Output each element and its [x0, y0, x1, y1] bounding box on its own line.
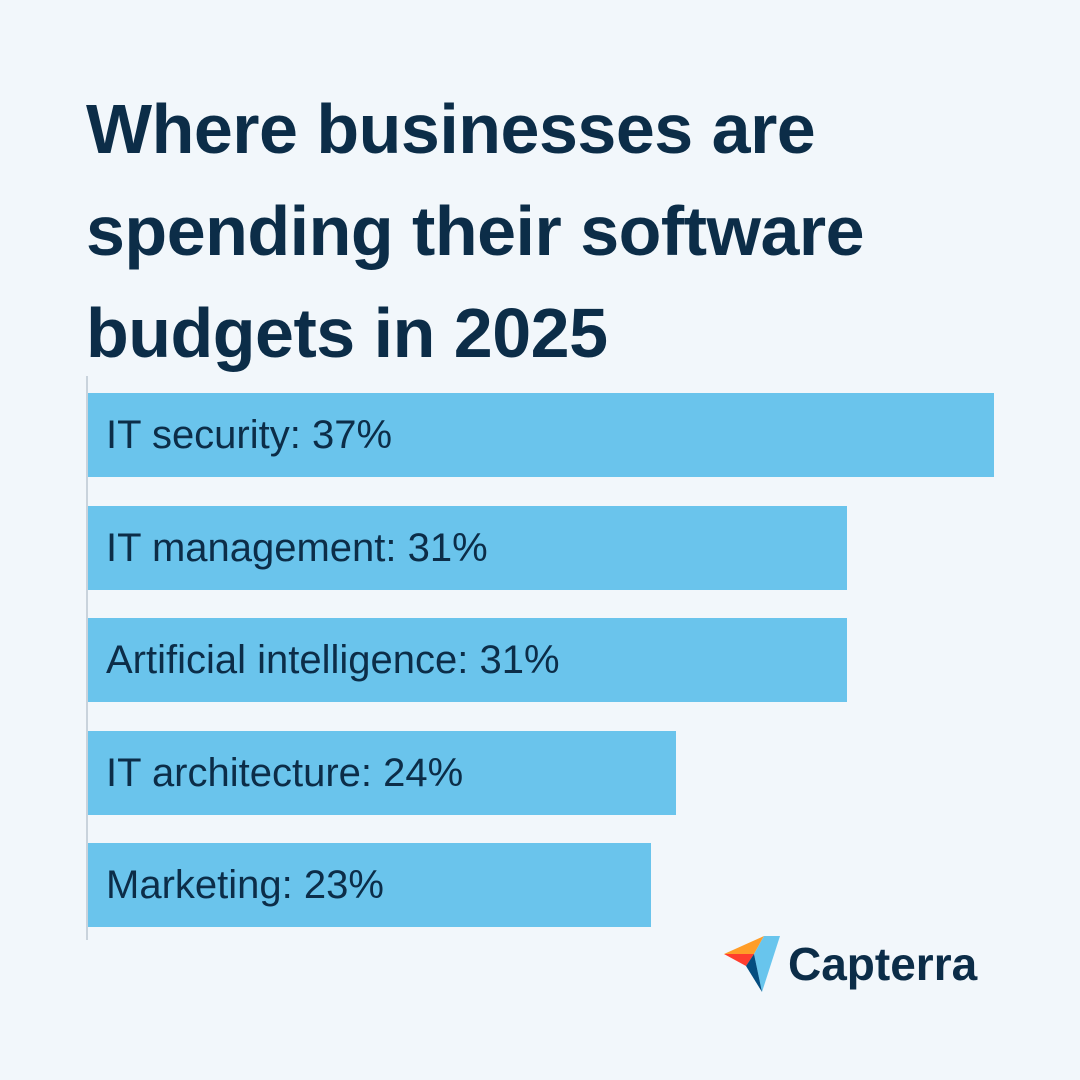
title-line-1: Where businesses are	[86, 90, 816, 168]
bar-artificial-intelligence: Artificial intelligence: 31%	[88, 618, 847, 702]
bar-it-management: IT management: 31%	[88, 506, 847, 590]
bar-it-architecture: IT architecture: 24%	[88, 731, 676, 815]
bar-label: Marketing: 23%	[106, 862, 384, 907]
capterra-wordmark: Capterra	[788, 938, 978, 990]
bar-label: IT management: 31%	[106, 525, 488, 570]
bar-it-security: IT security: 37%	[88, 393, 994, 477]
bar-label: IT architecture: 24%	[106, 750, 464, 795]
bar-label: IT security: 37%	[106, 412, 393, 457]
capterra-logo: Capterra	[724, 932, 1004, 996]
chart-title: Where businesses are spending their soft…	[86, 78, 1006, 384]
bar-label: Artificial intelligence: 31%	[106, 637, 560, 682]
title-line-2: spending their software	[86, 192, 865, 270]
y-axis-line	[86, 376, 88, 940]
bar-marketing: Marketing: 23%	[88, 843, 651, 927]
title-line-3: budgets in 2025	[86, 294, 608, 372]
capterra-logo-icon	[724, 936, 780, 992]
